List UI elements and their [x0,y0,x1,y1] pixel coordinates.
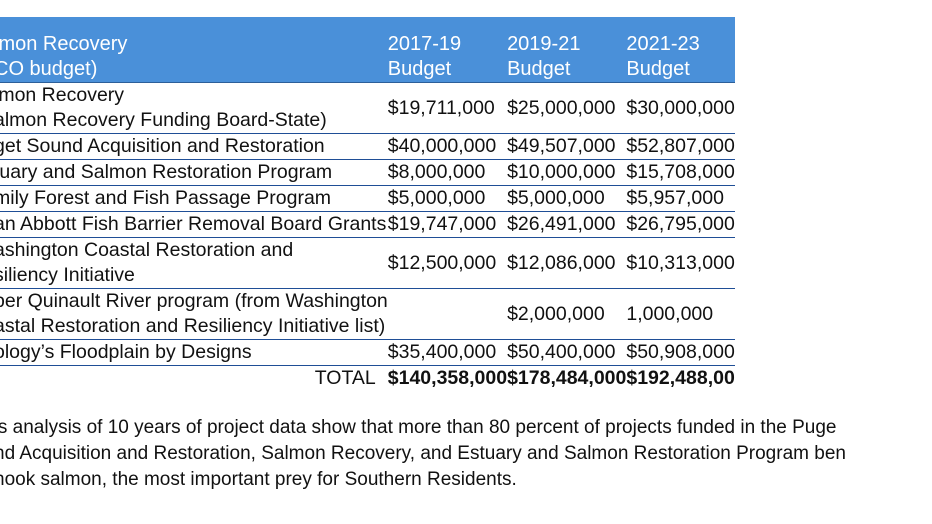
header-program-line2: CO budget) [0,58,98,80]
table-row: get Sound Acquisition and Restoration $4… [0,133,735,160]
header-2017-19: 2017-19 Budget [387,17,508,83]
budget-2017-19: $19,711,000 [387,82,508,134]
total-2021-23: $192,488,00 [626,367,735,389]
program-name: ology’s Floodplain by Designs [0,339,388,366]
program-name: get Sound Acquisition and Restoration [0,133,388,160]
budget-2021-23: $52,807,000 [626,133,735,160]
paragraph-line2: nd Acquisition and Restoration, Salmon R… [0,443,846,464]
budget-2017-19 [387,288,508,340]
budget-2019-21: $10,000,000 [507,159,627,186]
total-label: TOTAL [314,367,376,389]
budget-2021-23: $26,795,000 [626,211,735,238]
header-2021-23: 2021-23 Budget [626,17,735,83]
budget-2017-19: $35,400,000 [387,339,508,366]
table-row: ashington Coastal Restoration and silien… [0,237,735,289]
header-2019-21-line2: Budget [507,58,571,80]
program-name: per Quinault River program (from Washing… [0,288,388,340]
budget-2017-19: $19,747,000 [387,211,508,238]
header-program: lmon Recovery CO budget) [0,17,388,83]
header-program-line1: lmon Recovery [0,33,128,55]
table-header-row: lmon Recovery CO budget) 2017-19 Budget … [0,17,735,83]
table-row: an Abbott Fish Barrier Removal Board Gra… [0,211,735,238]
header-2019-21-line1: 2019-21 [507,33,581,55]
budget-2017-19: $40,000,000 [387,133,508,160]
budget-2021-23: $30,000,000 [626,82,735,134]
program-name: lmon Recovery almon Recovery Funding Boa… [0,82,388,134]
program-name: ashington Coastal Restoration and silien… [0,237,388,289]
program-name-line2: siliency Initiative [0,264,135,286]
budget-2019-21: $50,400,000 [507,339,627,366]
budget-2017-19: $8,000,000 [387,159,508,186]
budget-2019-21: $5,000,000 [507,185,627,212]
budget-2021-23: $15,708,000 [626,159,735,186]
header-2021-23-line1: 2021-23 [626,33,700,55]
budget-2017-19: $5,000,000 [387,185,508,212]
total-2019-21: $178,484,000 [507,367,627,389]
analysis-paragraph: ’s analysis of 10 years of project data … [0,415,932,493]
program-name: tuary and Salmon Restoration Program [0,159,388,186]
program-name-line2: almon Recovery Funding Board-State) [0,109,327,131]
program-name-line1: ashington Coastal Restoration and [0,239,294,261]
program-name-line1: lmon Recovery [0,84,125,106]
budget-2019-21: $12,086,000 [507,237,627,289]
table-row: mily Forest and Fish Passage Program $5,… [0,185,735,212]
paragraph-line3: hook salmon, the most important prey for… [0,469,517,490]
program-name-line1: per Quinault River program (from Washing… [0,290,388,312]
table-row: lmon Recovery almon Recovery Funding Boa… [0,82,735,134]
paragraph-line1: ’s analysis of 10 years of project data … [0,417,837,438]
total-row: TOTAL $140,358,000 $178,484,000 $192,488… [0,366,735,392]
header-2017-19-line1: 2017-19 [387,33,462,55]
table-row: ology’s Floodplain by Designs $35,400,00… [0,339,735,366]
budget-2021-23: $10,313,000 [626,237,735,289]
table-row: tuary and Salmon Restoration Program $8,… [0,159,735,186]
budget-2021-23: 1,000,000 [626,288,735,340]
table-row: per Quinault River program (from Washing… [0,288,735,340]
budget-2021-23: $50,908,000 [626,339,735,366]
header-2019-21: 2019-21 Budget [507,17,627,83]
budget-2019-21: $26,491,000 [507,211,627,238]
program-name-line2: astal Restoration and Resiliency Initiat… [0,315,386,337]
budget-2019-21: $49,507,000 [507,133,627,160]
program-name: mily Forest and Fish Passage Program [0,185,388,212]
budget-2019-21: $2,000,000 [507,288,627,340]
budget-2017-19: $12,500,000 [387,237,508,289]
budget-table: lmon Recovery CO budget) 2017-19 Budget … [0,17,735,391]
header-2017-19-line2: Budget [387,58,452,80]
total-2017-19: $140,358,000 [387,367,508,389]
budget-2021-23: $5,957,000 [626,185,735,212]
budget-2019-21: $25,000,000 [507,82,627,134]
program-name: an Abbott Fish Barrier Removal Board Gra… [0,211,388,238]
header-2021-23-line2: Budget [626,58,690,80]
